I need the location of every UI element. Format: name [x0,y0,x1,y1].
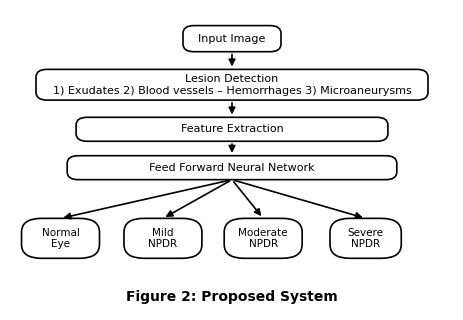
Text: Feature Extraction: Feature Extraction [180,124,283,134]
Text: Input Image: Input Image [198,34,265,44]
Text: Mild
NPDR: Mild NPDR [148,228,177,249]
FancyBboxPatch shape [67,156,396,180]
FancyBboxPatch shape [124,218,201,258]
Text: Moderate
NPDR: Moderate NPDR [238,228,288,249]
FancyBboxPatch shape [182,26,281,52]
FancyBboxPatch shape [21,218,99,258]
FancyBboxPatch shape [76,117,387,141]
FancyBboxPatch shape [224,218,301,258]
Text: Figure 2: Proposed System: Figure 2: Proposed System [126,290,337,304]
Text: Severe
NPDR: Severe NPDR [347,228,383,249]
Text: Feed Forward Neural Network: Feed Forward Neural Network [149,163,314,173]
FancyBboxPatch shape [329,218,400,258]
Text: Lesion Detection
1) Exudates 2) Blood vessels – Hemorrhages 3) Microaneurysms: Lesion Detection 1) Exudates 2) Blood ve… [52,74,411,96]
Text: Normal
Eye: Normal Eye [42,228,79,249]
FancyBboxPatch shape [36,69,427,100]
